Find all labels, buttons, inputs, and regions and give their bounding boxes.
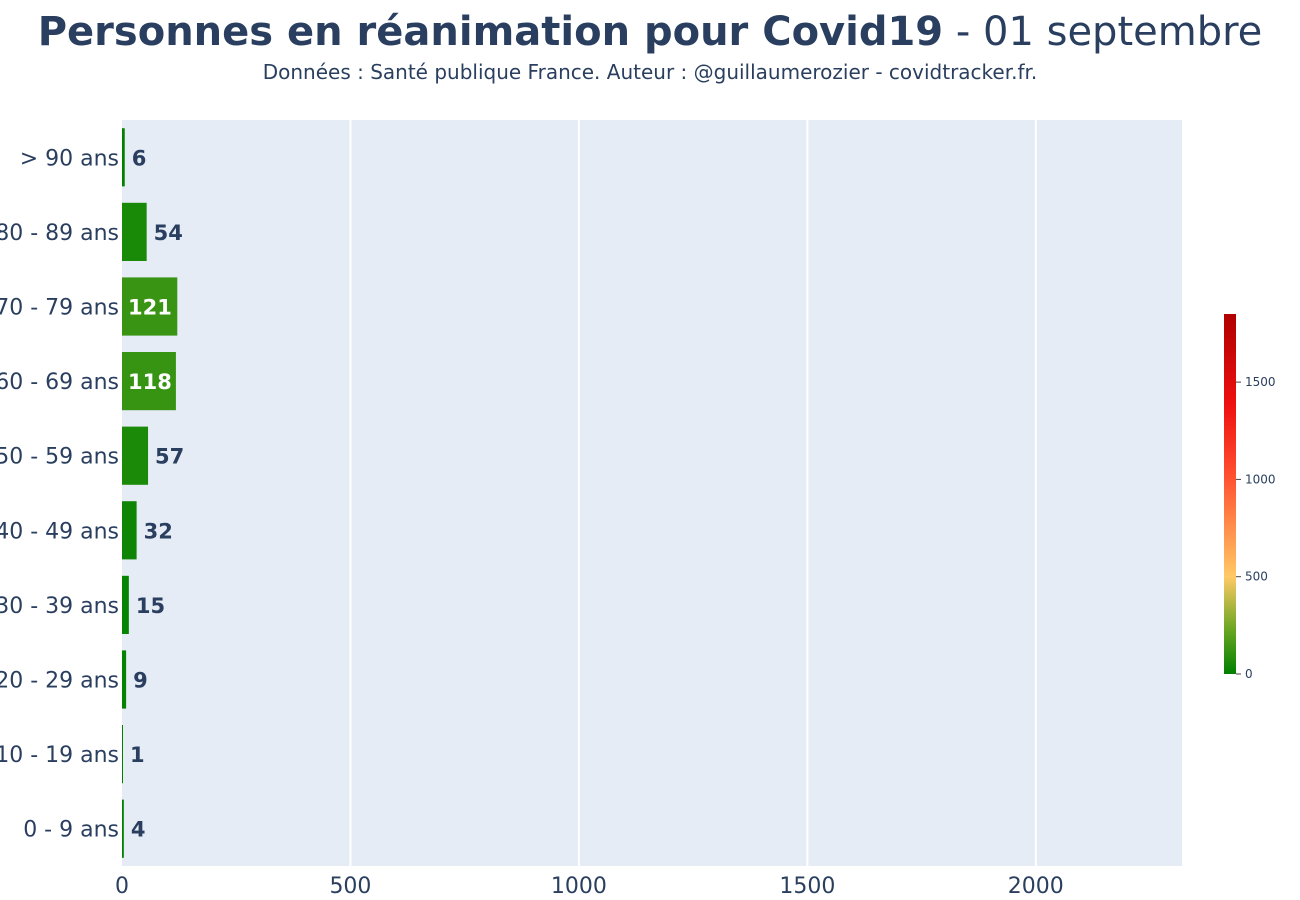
y-tick-label: 80 - 89 ans xyxy=(0,221,119,246)
colorbar-tick-label: 500 xyxy=(1245,570,1268,584)
bar xyxy=(122,128,125,187)
colorbar xyxy=(1224,314,1236,674)
data-label: 6 xyxy=(132,146,147,170)
bar xyxy=(122,202,147,261)
y-tick-label: 10 - 19 ans xyxy=(0,743,119,768)
data-label: 32 xyxy=(144,519,173,543)
y-tick-label: 70 - 79 ans xyxy=(0,296,119,321)
y-tick-label: 40 - 49 ans xyxy=(0,519,119,544)
chart-title-main: Personnes en réanimation pour Covid19 xyxy=(37,9,944,55)
data-label: 54 xyxy=(154,221,183,245)
bar xyxy=(122,426,149,485)
colorbar-tick-label: 0 xyxy=(1245,667,1253,681)
y-tick-label: 0 - 9 ans xyxy=(23,818,119,843)
y-tick-label: 20 - 29 ans xyxy=(0,669,119,694)
colorbar-tick-label: 1000 xyxy=(1245,472,1276,486)
y-tick-label: 60 - 69 ans xyxy=(0,370,119,395)
x-tick-label: 1500 xyxy=(779,874,835,899)
bar xyxy=(122,501,137,560)
data-label: 15 xyxy=(136,594,165,618)
y-tick-label: > 90 ans xyxy=(20,146,119,171)
colorbar-tick-label: 1500 xyxy=(1245,375,1276,389)
bar xyxy=(122,725,123,784)
y-tick-label: 30 - 39 ans xyxy=(0,594,119,619)
chart-title: Personnes en réanimation pour Covid19 - … xyxy=(0,8,1300,56)
y-tick-label: 50 - 59 ans xyxy=(0,445,119,470)
bar xyxy=(122,352,176,411)
chart-title-date: - 01 septembre xyxy=(943,9,1263,55)
bar xyxy=(122,799,124,858)
plot-background xyxy=(122,120,1182,866)
data-label: 9 xyxy=(133,669,148,693)
x-tick-label: 500 xyxy=(329,874,371,899)
x-tick-label: 2000 xyxy=(1008,874,1064,899)
bar xyxy=(122,650,127,709)
x-tick-label: 1000 xyxy=(551,874,607,899)
bar xyxy=(122,575,129,634)
x-tick-label: 0 xyxy=(115,874,129,899)
data-label: 4 xyxy=(131,818,146,842)
bar xyxy=(122,277,178,336)
data-label: 57 xyxy=(155,445,184,469)
data-label: 118 xyxy=(128,370,172,394)
data-label: 1 xyxy=(130,743,145,767)
data-label: 121 xyxy=(128,296,172,320)
chart-subtitle: Données : Santé publique France. Auteur … xyxy=(262,60,1038,84)
